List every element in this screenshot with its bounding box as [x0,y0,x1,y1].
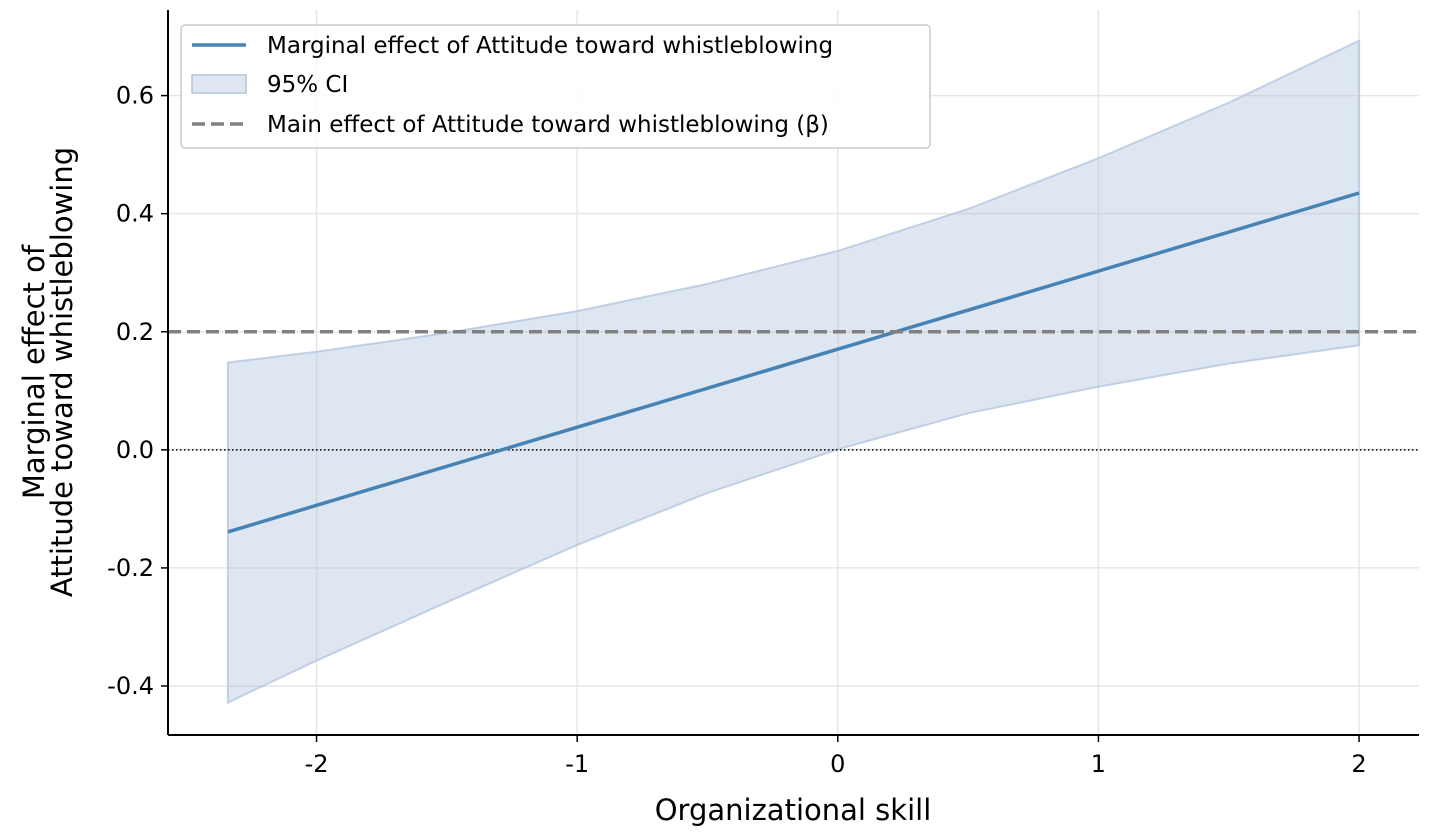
y-tick-label: 0.6 [116,82,154,110]
x-tick-label: 2 [1351,750,1366,778]
axes [161,10,1419,742]
legend-frame [180,24,931,149]
y-axis-title-line-1: Marginal effect of [17,244,51,499]
y-tick-label: 0.0 [116,436,154,464]
legend-label-line: Marginal effect of Attitude toward whist… [267,33,833,59]
x-tick-label: -1 [565,750,589,778]
y-tick-label: -0.2 [107,554,154,582]
ci-band-layer [226,39,1361,705]
y-tick-label: -0.4 [107,672,154,700]
legend-label-dashed: Main effect of Attitude toward whistlebl… [267,112,829,138]
x-axis-title: Organizational skill [655,793,932,827]
y-tick-label: 0.2 [116,318,154,346]
y-axis-title-line-2: Attitude toward whistleblowing [45,147,79,597]
ci-band [226,39,1361,705]
legend-swatch-band [191,74,247,94]
x-tick-label: 1 [1091,750,1106,778]
marginal-effect-line [227,191,1360,534]
tick-labels: -2 -1 0 1 2 -0.4 -0.2 0.0 0.2 0.4 0.6 [107,82,1367,778]
y-tick-label: 0.4 [116,200,154,228]
x-tick-label: -2 [305,750,329,778]
legend-label-band: 95% CI [267,72,348,98]
x-tick-label: 0 [830,750,845,778]
legend: Marginal effect of Attitude toward whist… [180,24,931,149]
series-line-layer [168,191,1419,534]
